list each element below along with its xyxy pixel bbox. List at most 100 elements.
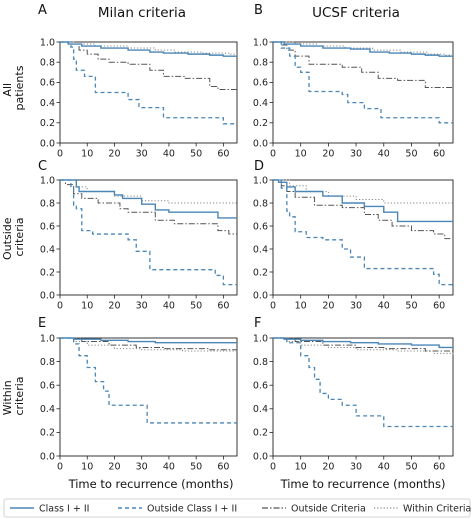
x-tick-label: 60 (433, 301, 445, 312)
y-tick-label: 0.8 (40, 58, 55, 69)
y-tick-label: 0.4 (253, 404, 268, 415)
series-line-outside-criteria (273, 179, 453, 240)
x-tick-label: 10 (81, 149, 93, 160)
row-label-within-line2: criteria (13, 376, 26, 415)
y-tick-label: 0.4 (40, 404, 55, 415)
series-line-class12 (273, 41, 453, 57)
x-tick-label: 50 (405, 462, 417, 473)
y-tick-label: 0.0 (40, 290, 55, 301)
x-tick-label: 40 (163, 462, 175, 473)
legend: Class I + II Outside Class I + II Outside … (3, 498, 471, 518)
y-tick-label: 1.0 (40, 333, 55, 344)
y-tick-label: 0.0 (253, 138, 268, 149)
series-line-within-criteria (60, 41, 237, 55)
x-tick-label: 40 (378, 301, 390, 312)
y-tick-label: 0.8 (253, 357, 268, 368)
y-tick-label: 0.8 (40, 198, 55, 209)
series-line-within-criteria (273, 41, 453, 56)
x-tick-label: 30 (350, 149, 362, 160)
axes-frame (272, 41, 454, 144)
panel-b: B 0 10 20 30 40 50 60 0.0 0.2 0.4 0.6 0.8 1.0 (253, 3, 454, 160)
y-tick-label: 0.0 (253, 290, 268, 301)
series-line-outside-class12 (273, 179, 453, 286)
x-tick-label: 0 (57, 149, 63, 160)
panel-c: C 0 10 20 30 40 50 60 0.0 0.2 0.4 0.6 0.8 1.0 (38, 159, 238, 312)
series-line-outside-criteria (60, 41, 237, 90)
panel-a: A 0 10 20 30 40 50 60 0.0 0.2 0.4 0.6 0.8 1.0 (38, 3, 238, 160)
x-tick-label: 10 (81, 301, 93, 312)
axes-frame (272, 337, 454, 457)
x-tick-label: 60 (217, 462, 229, 473)
row-label-outside-line1: Outside (1, 217, 14, 260)
x-tick-label: 20 (322, 462, 334, 473)
panel-e: E 0 10 20 30 40 50 60 0.0 0.2 0.4 0.6 0.8 1.0 (38, 316, 238, 473)
panel-letter-c: C (38, 159, 47, 174)
y-tick-label: 0.2 (253, 428, 268, 439)
y-tick-label: 0.4 (253, 98, 268, 109)
x-tick-label: 0 (270, 149, 276, 160)
series-line-outside-criteria (273, 337, 453, 352)
series-line-outside-class12 (60, 41, 237, 125)
x-axis-label-right: Time to recurrence (months) (280, 477, 446, 491)
x-tick-label: 40 (378, 462, 390, 473)
y-tick-label: 1.0 (40, 37, 55, 48)
row-label-within-criteria: Within criteria (1, 376, 26, 415)
x-tick-label: 10 (81, 462, 93, 473)
series-line-outside-criteria (60, 179, 237, 235)
y-tick-label: 0.2 (40, 428, 55, 439)
row-label-all-line2: patients (13, 65, 26, 110)
row-label-all-patients: All patients (1, 65, 26, 110)
x-tick-label: 40 (163, 301, 175, 312)
axes-frame (59, 41, 238, 144)
y-tick-label: 0.8 (253, 198, 268, 209)
y-tick-label: 0.0 (40, 138, 55, 149)
x-tick-label: 40 (378, 149, 390, 160)
panel-letter-a: A (38, 3, 47, 18)
y-tick-label: 0.2 (40, 267, 55, 278)
y-tick-label: 0.6 (40, 221, 55, 232)
x-tick-label: 40 (163, 149, 175, 160)
x-tick-label: 30 (350, 462, 362, 473)
x-tick-label: 20 (108, 301, 120, 312)
column-title-ucsf: UCSF criteria (312, 5, 400, 21)
y-tick-label: 0.2 (40, 118, 55, 129)
x-tick-label: 20 (108, 149, 120, 160)
x-tick-label: 10 (295, 462, 307, 473)
panel-letter-e: E (38, 316, 46, 331)
panel-letter-d: D (254, 159, 264, 174)
x-tick-label: 50 (405, 301, 417, 312)
row-label-outside-line2: criteria (13, 217, 26, 256)
panel-d: D 0 10 20 30 40 50 60 0.0 0.2 0.4 0.6 0.8 1.0 (253, 159, 454, 312)
x-tick-label: 60 (433, 149, 445, 160)
x-tick-label: 30 (136, 462, 148, 473)
legend-label-class12: Class I + II (39, 504, 89, 515)
y-tick-label: 1.0 (253, 37, 268, 48)
x-tick-label: 20 (322, 301, 334, 312)
y-tick-label: 0.6 (253, 381, 268, 392)
x-tick-label: 10 (295, 149, 307, 160)
x-axis-label-left: Time to recurrence (months) (68, 477, 234, 491)
x-tick-label: 50 (405, 149, 417, 160)
series-line-class12 (60, 179, 237, 219)
x-tick-label: 30 (350, 301, 362, 312)
x-tick-label: 0 (270, 301, 276, 312)
y-tick-label: 0.6 (253, 78, 268, 89)
y-tick-label: 0.6 (40, 78, 55, 89)
y-tick-label: 0.0 (40, 451, 55, 462)
y-tick-label: 0.2 (253, 267, 268, 278)
x-tick-label: 30 (136, 301, 148, 312)
series-line-class12 (60, 337, 237, 344)
legend-frame (3, 498, 471, 518)
x-tick-label: 10 (295, 301, 307, 312)
row-label-all-line1: All (1, 83, 14, 97)
y-tick-label: 1.0 (253, 175, 268, 186)
x-tick-label: 60 (217, 301, 229, 312)
panel-f: F 0 10 20 30 40 50 60 0.0 0.2 0.4 0.6 0.8 1.0 (253, 316, 454, 473)
axes-frame (59, 337, 238, 457)
panel-letter-f: F (254, 316, 261, 331)
column-title-milan: Milan criteria (98, 5, 186, 21)
series-line-outside-criteria (60, 337, 237, 351)
y-tick-label: 0.8 (253, 58, 268, 69)
legend-label-within-criteria: Within Criteria (403, 504, 471, 515)
